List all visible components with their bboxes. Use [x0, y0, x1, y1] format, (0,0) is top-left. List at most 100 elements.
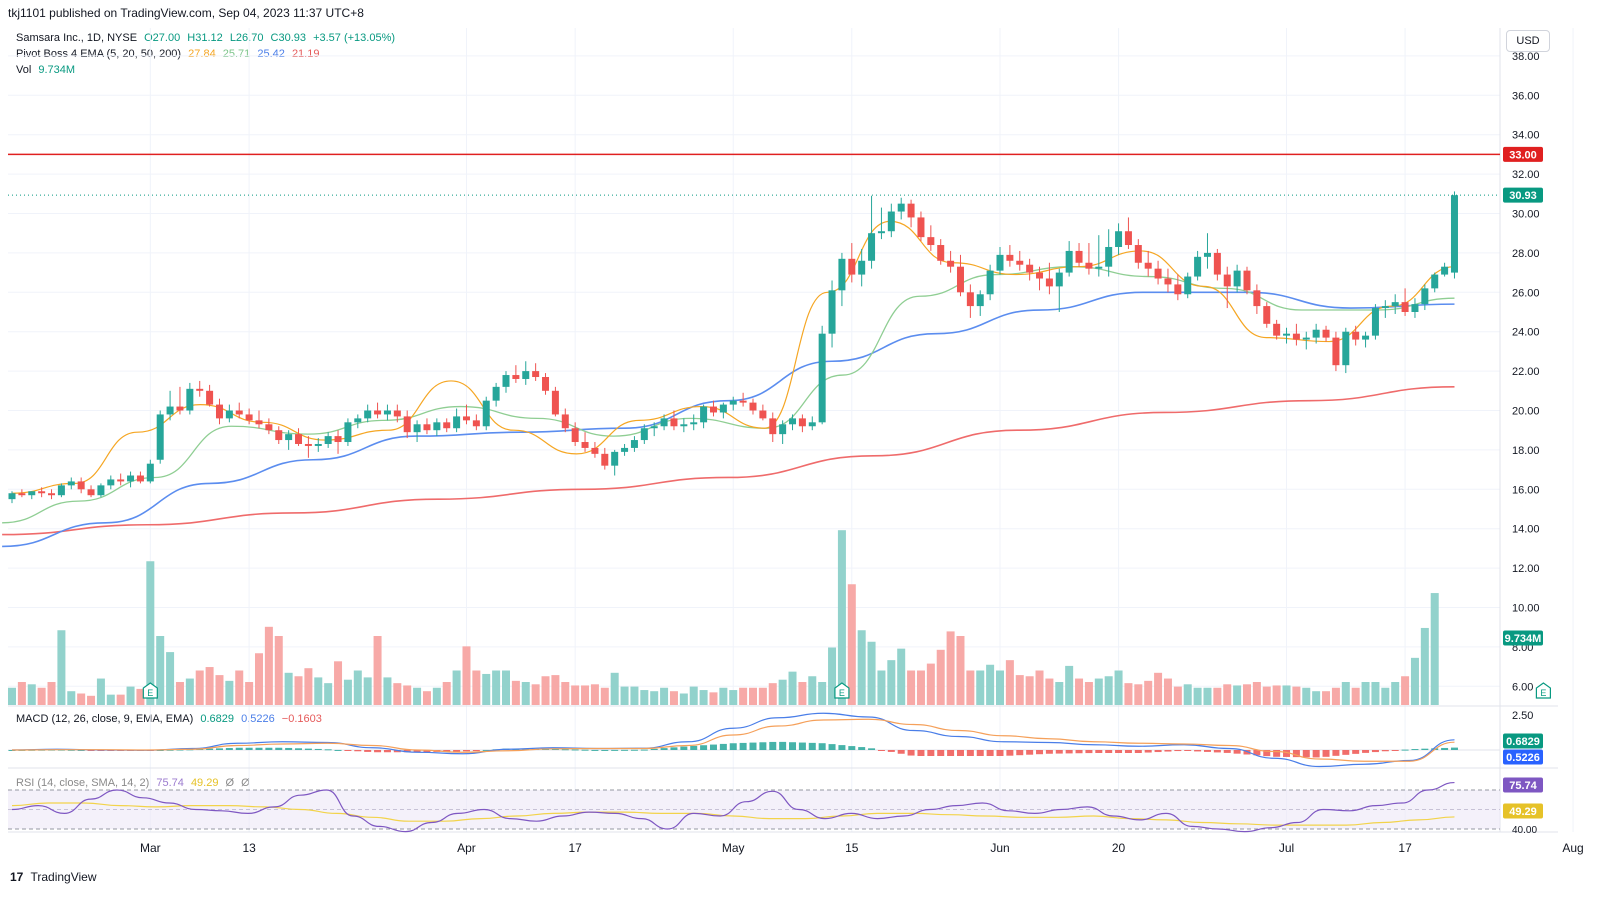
price-tick-label: 22.00 — [1512, 366, 1540, 378]
volume-bar — [749, 687, 757, 705]
candle-body — [601, 453, 609, 466]
open-value: O27.00 — [144, 32, 181, 44]
volume-bar — [304, 668, 313, 705]
macd-histogram-bar — [947, 750, 955, 756]
rsi-title[interactable]: RSI (14, close, SMA, 14, 2) — [16, 777, 150, 789]
volume-bar — [77, 693, 86, 705]
vol-title[interactable]: Vol — [16, 64, 32, 76]
time-tick-label: 13 — [242, 841, 256, 855]
volume-bar — [8, 687, 16, 705]
candle-body — [304, 443, 312, 446]
macd-histogram-bar — [393, 750, 401, 753]
macd-line — [11, 712, 1455, 768]
macd-histogram-bar — [828, 744, 836, 750]
volume-bar — [660, 687, 669, 705]
candle-body — [828, 290, 836, 334]
macd-histogram-bar — [1391, 750, 1399, 751]
histogram-value: −0.1603 — [281, 713, 322, 725]
volume-bar — [729, 690, 738, 705]
volume-bar — [1035, 670, 1044, 705]
volume-bar — [561, 682, 570, 705]
candle-body — [265, 424, 273, 431]
volume-bars — [8, 530, 1439, 705]
volume-bar — [314, 677, 323, 705]
price-labels: 33.00 30.93 9.734M 0.6829 0.5226 75.74 49.29 — [1503, 146, 1543, 819]
macd-title[interactable]: MACD (12, 26, close, 9, EMA, EMA) — [16, 713, 194, 725]
candle-body — [1065, 250, 1073, 273]
volume-bar — [936, 649, 945, 705]
macd-histogram-bar — [1115, 750, 1123, 753]
volume-bar — [907, 670, 916, 705]
candle-body — [136, 475, 144, 482]
volume-bar — [1302, 687, 1311, 705]
rsi-tick-lower: 40.00 — [1512, 825, 1537, 836]
macd-histogram-bar — [808, 742, 816, 750]
candle-body — [8, 493, 16, 500]
candle-body — [472, 420, 480, 427]
candle-body — [107, 479, 115, 486]
macd-histogram-bar — [690, 745, 698, 750]
volume-bar — [1045, 678, 1054, 705]
candle-body — [1401, 302, 1409, 312]
macd-histogram-bar — [1450, 747, 1458, 750]
candle-body — [87, 489, 95, 496]
macd-histogram-bar — [166, 749, 174, 751]
ema-lines — [2, 220, 1455, 548]
candle-body — [1134, 245, 1142, 263]
candle-body — [1006, 254, 1014, 261]
volume-bar — [581, 685, 590, 705]
candle-body — [1233, 270, 1241, 287]
candle-body — [1154, 268, 1162, 279]
candle-body — [433, 422, 441, 431]
price-tick-label: 12.00 — [1512, 563, 1540, 575]
macd-histogram-bar — [255, 747, 263, 750]
candle-body — [947, 260, 955, 267]
candle-body — [255, 420, 263, 425]
candle-body — [818, 333, 826, 423]
macd-histogram-bar — [1371, 750, 1379, 753]
ema-title[interactable]: Pivot Boss 4 EMA (5, 20, 50, 200) — [16, 48, 182, 60]
volume-bar — [373, 636, 382, 705]
high-value: H31.12 — [187, 32, 223, 44]
currency-button[interactable]: USD — [1506, 30, 1550, 52]
macd-histogram-bar — [749, 742, 757, 750]
macd-histogram-bar — [403, 750, 411, 753]
macd-histogram-bar — [265, 747, 273, 750]
volume-bar — [1371, 682, 1380, 705]
volume-bar — [235, 670, 244, 705]
volume-bar — [867, 641, 876, 705]
candle-body — [1441, 266, 1449, 275]
symbol-name[interactable]: Samsara Inc., 1D, NYSE — [16, 32, 138, 44]
candle-body — [1322, 329, 1330, 338]
volume-bar — [1163, 678, 1172, 705]
candle-body — [621, 447, 629, 452]
rsi-sma-value: 49.29 — [190, 777, 219, 789]
change-value: +3.57 (+13.05%) — [313, 32, 396, 44]
candle-body — [640, 428, 648, 441]
price-tick-label: 28.00 — [1512, 248, 1540, 260]
time-tick-label: Aug — [1562, 841, 1583, 855]
volume-bar — [1144, 680, 1153, 705]
rsi-band-value: Ø — [225, 777, 235, 789]
candle-body — [1352, 331, 1360, 340]
volume-bar — [1104, 676, 1113, 705]
footer-brand: TradingView — [30, 870, 97, 884]
volume-bar — [966, 670, 975, 705]
volume-bar — [1381, 687, 1390, 705]
volume-bar — [156, 636, 165, 705]
candle-body — [1431, 274, 1439, 289]
volume-bar — [106, 694, 115, 705]
candle-body — [393, 410, 401, 417]
volume-bar — [245, 682, 254, 705]
candle-body — [48, 493, 56, 496]
macd-histogram-bar — [1342, 750, 1350, 755]
signal-value-label: 0.5226 — [1506, 752, 1540, 764]
volume-bar — [1322, 691, 1331, 705]
ema200-line — [2, 386, 1455, 536]
volume-bar — [472, 670, 481, 705]
last-close-price-label: 30.93 — [1509, 190, 1537, 202]
volume-bar — [1401, 676, 1410, 705]
earnings-marker-label: E — [839, 688, 845, 698]
candle-body — [344, 422, 352, 443]
